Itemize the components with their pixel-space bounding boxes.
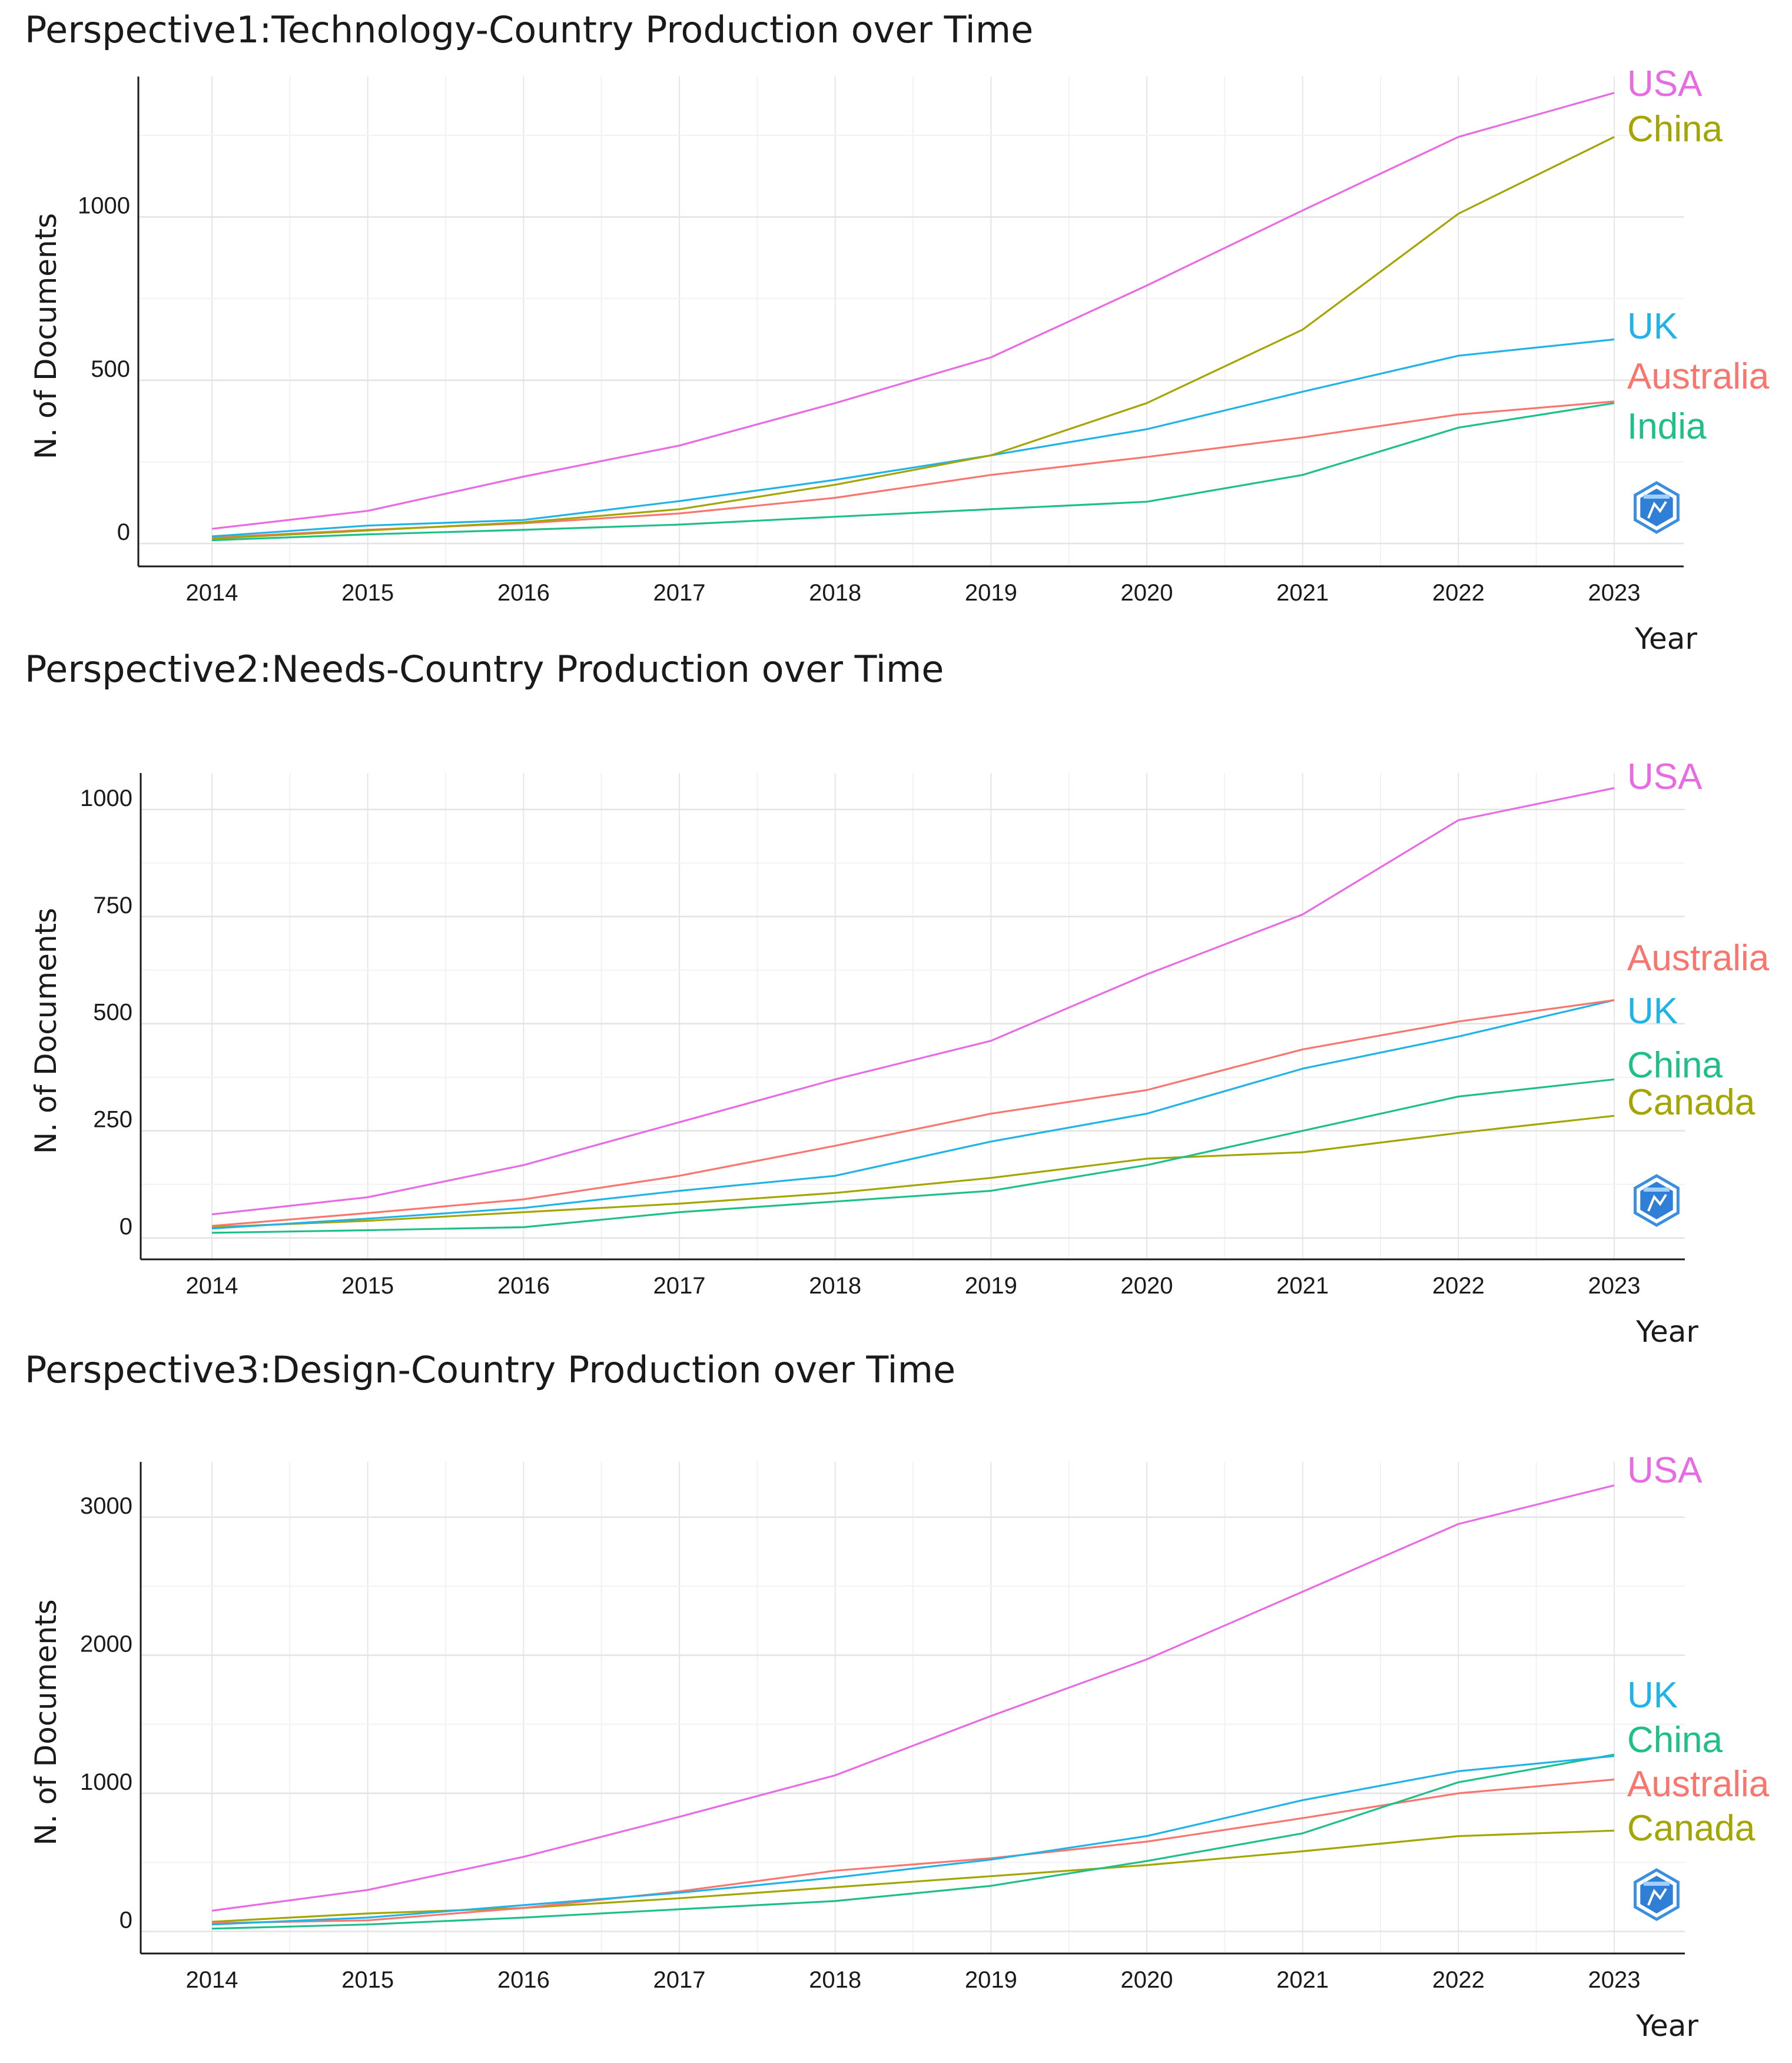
series-line-uk	[211, 1755, 1615, 1926]
series-line-uk	[211, 338, 1615, 538]
x-tick-label: 2014	[186, 1967, 238, 1993]
grid	[138, 77, 1684, 566]
x-tick-label: 2017	[653, 1273, 706, 1299]
chart-panel-needs: Perspective2:Needs-Country Production ov…	[0, 641, 1792, 1349]
y-axis-title: N. of Documents	[29, 908, 63, 1154]
x-tick-label: 2023	[1588, 1273, 1641, 1299]
y-axis-title: N. of Documents	[29, 1599, 63, 1845]
series-label-china: China	[1627, 1720, 1723, 1760]
needs-line-chart: 0 250 500 750 1000 2014 2015 2016 2017 2018 2019 20…	[29, 757, 1770, 1349]
series-label-canada: Canada	[1627, 1808, 1756, 1849]
chart-title: Perspective2:Needs-Country Production ov…	[25, 648, 944, 691]
x-tick-label: 2021	[1276, 580, 1329, 606]
y-tick-label: 0	[120, 1907, 132, 1933]
series-line-china	[211, 136, 1615, 540]
x-tick-label: 2016	[497, 580, 550, 606]
x-axis-title: Year	[1634, 622, 1697, 656]
chart-panel-design: Perspective3:Design-Country Production o…	[0, 1341, 1792, 2063]
chart-title: Perspective3:Design-Country Production o…	[25, 1348, 956, 1391]
x-tick-label: 2014	[186, 580, 238, 606]
bibliometrix-logo	[1634, 1174, 1680, 1227]
y-tick-label: 0	[117, 519, 130, 545]
series-label-china: China	[1627, 1045, 1723, 1086]
x-tick-label: 2019	[965, 580, 1017, 606]
x-tick-label: 2017	[653, 1967, 706, 1993]
series-line-australia	[211, 1778, 1615, 1924]
x-tick-label: 2019	[965, 1273, 1017, 1299]
grid	[141, 1462, 1685, 1953]
x-tick-label: 2015	[341, 1273, 394, 1299]
series-line-china	[211, 1078, 1615, 1234]
x-axis-title: Year	[1635, 2009, 1698, 2043]
x-tick-label: 2023	[1588, 1967, 1641, 1993]
x-tick-label: 2019	[965, 1967, 1017, 1993]
x-tick-label: 2015	[341, 1967, 394, 1993]
y-tick-label: 1000	[80, 1769, 132, 1795]
y-axis-title: N. of Documents	[29, 213, 63, 459]
y-tick-label: 500	[91, 356, 130, 382]
bibliometrix-logo	[1634, 1868, 1680, 1921]
x-tick-label: 2018	[809, 580, 861, 606]
x-tick-label: 2021	[1276, 1967, 1329, 1993]
x-tick-label: 2020	[1121, 580, 1173, 606]
series-label-uk: UK	[1627, 1675, 1678, 1716]
series-label-uk: UK	[1627, 991, 1678, 1032]
x-axis-title: Year	[1635, 1315, 1698, 1349]
series-line-canada	[211, 1115, 1615, 1228]
y-tick-label: 3000	[80, 1493, 132, 1519]
design-line-chart: 0 1000 2000 3000 2014 2015 2016 2017 2018 2019 202…	[29, 1450, 1770, 2043]
x-tick-label: 2016	[497, 1967, 550, 1993]
series-label-china: China	[1627, 109, 1723, 150]
chart-panel-technology: Perspective1:Technology-Country Producti…	[0, 0, 1792, 671]
technology-line-chart: 0 500 1000 2014 2015 2016 2017 2018 2019 2020 2021…	[29, 64, 1770, 656]
series-line-uk	[211, 999, 1615, 1230]
x-tick-label: 2018	[809, 1967, 861, 1993]
y-tick-label: 500	[93, 1000, 132, 1026]
series-line-usa	[211, 787, 1615, 1216]
series-label-india: India	[1627, 406, 1707, 447]
series-line-india	[211, 402, 1615, 542]
bibliometrix-logo	[1634, 481, 1680, 534]
series-line-australia	[211, 999, 1615, 1227]
x-tick-label: 2022	[1432, 580, 1485, 606]
y-tick-label: 250	[93, 1107, 132, 1133]
x-tick-label: 2022	[1432, 1967, 1485, 1993]
x-tick-label: 2017	[653, 580, 706, 606]
x-tick-label: 2023	[1588, 580, 1641, 606]
series-label-canada: Canada	[1627, 1082, 1756, 1123]
x-tick-label: 2020	[1121, 1273, 1173, 1299]
x-tick-label: 2021	[1276, 1273, 1329, 1299]
series-label-australia: Australia	[1627, 1764, 1770, 1805]
x-tick-label: 2022	[1432, 1273, 1485, 1299]
x-tick-label: 2020	[1121, 1967, 1173, 1993]
y-tick-label: 2000	[80, 1631, 132, 1657]
x-tick-label: 2018	[809, 1273, 861, 1299]
x-tick-label: 2015	[341, 580, 394, 606]
x-tick-label: 2014	[186, 1273, 238, 1299]
y-tick-label: 750	[93, 893, 132, 918]
series-label-usa: USA	[1627, 64, 1703, 104]
series-label-usa: USA	[1627, 1450, 1703, 1491]
series-label-australia: Australia	[1627, 938, 1770, 979]
series-line-usa	[211, 92, 1615, 530]
x-tick-label: 2016	[497, 1273, 550, 1299]
series-line-usa	[211, 1484, 1615, 1912]
series-label-australia: Australia	[1627, 356, 1770, 397]
y-tick-label: 0	[120, 1214, 132, 1240]
y-tick-label: 1000	[80, 785, 132, 811]
series-label-uk: UK	[1627, 306, 1678, 347]
y-tick-label: 1000	[78, 193, 130, 219]
chart-title: Perspective1:Technology-Country Producti…	[25, 8, 1034, 51]
series-label-usa: USA	[1627, 757, 1703, 797]
series-line-china	[211, 1753, 1615, 1930]
